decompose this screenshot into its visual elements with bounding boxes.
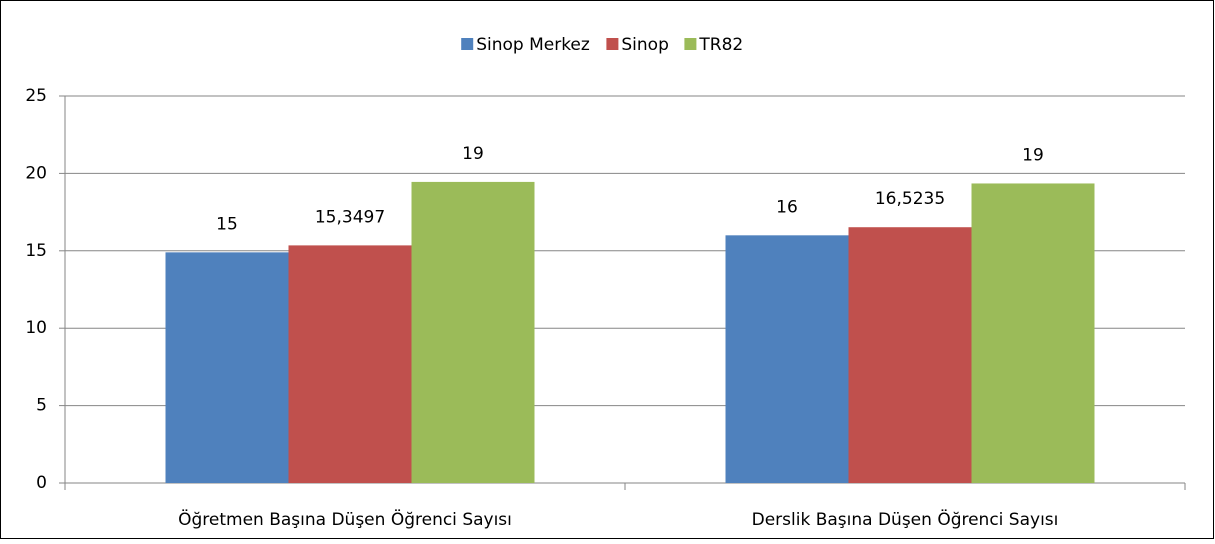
data-label: 19 [462,144,484,164]
y-tick-label: 15 [25,241,47,261]
data-label: 15 [216,214,238,234]
bar [288,245,412,483]
y-tick-label: 20 [25,163,47,183]
data-label: 16,5235 [875,189,945,209]
bar [725,235,849,483]
data-label: 19 [1022,145,1044,165]
y-tick-label: 0 [36,473,47,493]
data-label: 15,3497 [315,207,385,227]
bar [971,183,1095,483]
legend-swatch [461,38,474,50]
legend-swatch [606,38,619,50]
legend-label: TR82 [698,35,743,55]
data-label: 16 [776,197,798,217]
bar [411,181,535,483]
y-tick-label: 5 [36,396,47,416]
legend-label: Sinop [621,35,668,55]
y-tick-label: 10 [25,318,47,338]
x-tick-label: Derslik Başına Düşen Öğrenci Sayısı [752,508,1059,530]
x-tick-label: Öğretmen Başına Düşen Öğrenci Sayısı [178,508,512,530]
legend-swatch [684,38,697,50]
legend-label: Sinop Merkez [476,35,590,55]
bar [165,252,289,483]
bar [848,227,972,483]
y-tick-label: 25 [25,86,47,106]
